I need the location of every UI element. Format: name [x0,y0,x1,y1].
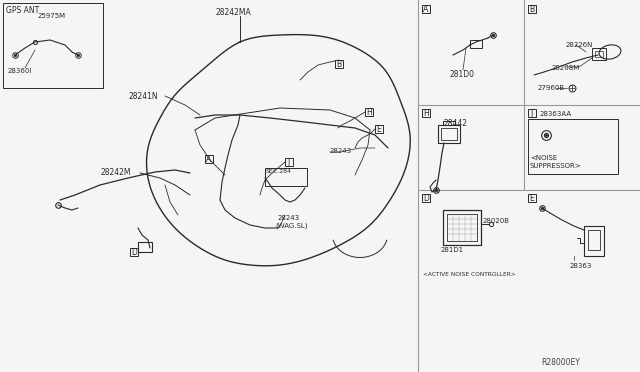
Bar [438,125,460,143]
Bar [441,128,457,140]
Bar [422,5,430,13]
Text: 28442: 28442 [444,119,468,128]
Bar [470,40,482,48]
Text: B: B [337,60,342,68]
Bar [375,125,383,133]
Text: 28226N: 28226N [566,42,593,48]
Bar [528,109,536,117]
Bar [443,210,481,245]
Bar [528,119,618,174]
Text: 281D0: 281D0 [450,70,475,79]
Bar [205,155,213,163]
Bar [584,226,604,256]
Text: 27960B: 27960B [538,85,565,91]
Text: H: H [366,108,372,116]
Text: 28242M: 28242M [100,168,131,177]
Text: 28243: 28243 [330,148,352,154]
Bar [265,168,307,186]
Text: J: J [288,157,290,167]
Bar [422,194,430,202]
Bar [285,158,293,166]
Text: 28242MA: 28242MA [215,8,251,17]
Bar [592,48,606,60]
Text: 28241N: 28241N [128,92,157,101]
Bar [528,5,536,13]
Bar [365,108,373,116]
Text: 28243: 28243 [278,215,300,221]
Text: 281D1: 281D1 [441,247,464,253]
Bar [447,214,477,241]
Text: 28363AA: 28363AA [540,111,572,117]
Text: H: H [423,109,429,118]
Text: SEC.284: SEC.284 [266,169,292,174]
Bar [335,60,343,68]
Bar [588,230,600,250]
Text: <ACTIVE NOISE CONTROLLER>: <ACTIVE NOISE CONTROLLER> [423,272,516,277]
Bar [595,51,603,57]
Text: A: A [206,154,212,164]
Text: E: E [530,193,534,202]
Text: J: J [531,109,533,118]
Bar [422,109,430,117]
Text: (WAG.SL): (WAG.SL) [275,222,307,228]
Text: <NOISE: <NOISE [530,155,557,161]
Text: D: D [131,247,137,257]
Text: B: B [529,4,534,13]
Text: 28360I: 28360I [8,68,33,74]
Text: SUPPRESSOR>: SUPPRESSOR> [530,163,582,169]
Bar [3,3,103,88]
Text: 28363: 28363 [570,263,593,269]
Bar [138,242,152,252]
Text: D: D [423,193,429,202]
Text: GPS ANT: GPS ANT [6,6,39,15]
Text: E: E [376,125,381,134]
Bar [528,194,536,202]
Text: A: A [424,4,429,13]
Text: R28000EY: R28000EY [541,358,580,367]
Text: 28208M: 28208M [552,65,580,71]
Bar [130,248,138,256]
Text: 28020B: 28020B [483,218,510,224]
Text: 25975M: 25975M [38,13,66,19]
